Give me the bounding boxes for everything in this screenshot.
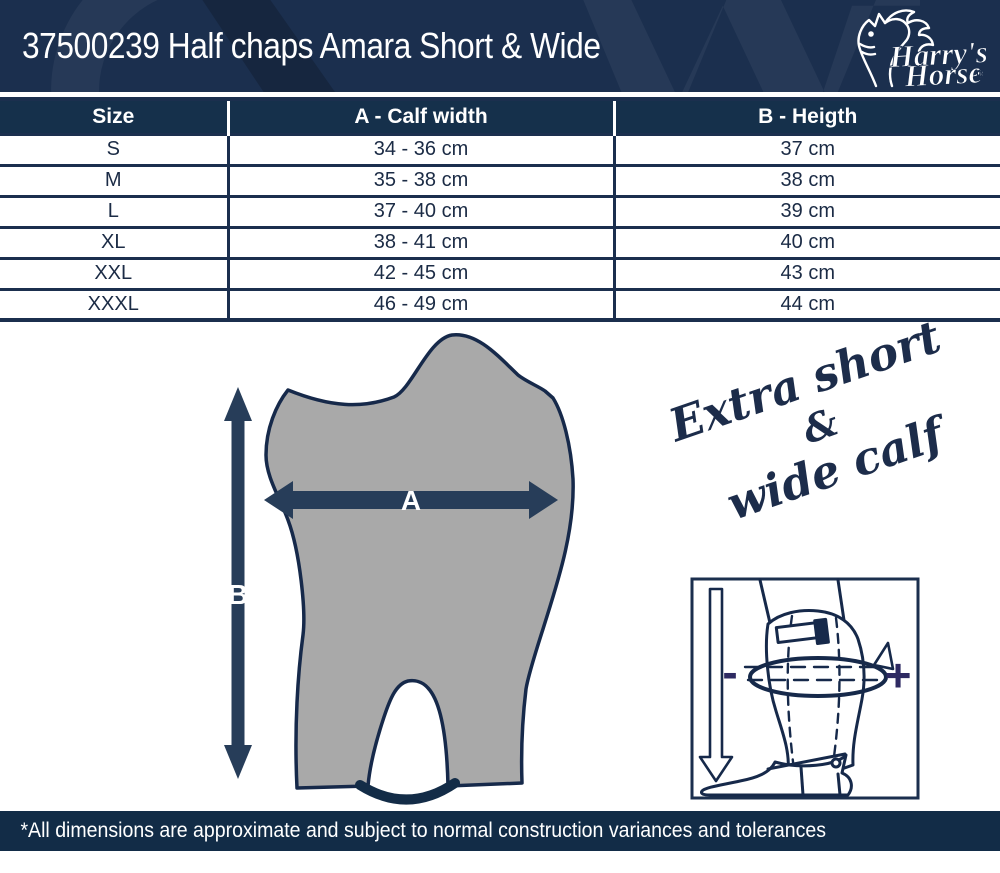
cell-height: 37 cm	[612, 132, 1000, 165]
cell-size: S	[0, 132, 228, 165]
half-chap-silhouette	[264, 333, 575, 790]
table-row: M 35 - 38 cm 38 cm	[0, 163, 1000, 196]
minus-label: -	[722, 646, 737, 698]
plus-label: +	[885, 649, 912, 701]
cell-calf-width: 42 - 45 cm	[226, 256, 614, 289]
cell-height: 38 cm	[612, 163, 1000, 196]
table-row: L 37 - 40 cm 39 cm	[0, 194, 1000, 227]
width-arrow-label: A	[401, 485, 421, 516]
foot-strap	[355, 778, 460, 805]
footer-bar: *All dimensions are approximate and subj…	[0, 811, 1000, 851]
harrys-horse-logo: Harry's Horse ®	[838, 4, 989, 92]
logo-registered-mark: ®	[976, 66, 986, 80]
table-row: S 34 - 36 cm 37 cm	[0, 132, 1000, 165]
logo-text-harrys: Harry's	[888, 34, 988, 74]
cell-size: XXXL	[0, 287, 228, 320]
column-header-calf-width: A - Calf width	[226, 98, 614, 134]
table-row: XXL 42 - 45 cm 43 cm	[0, 256, 1000, 289]
cell-height: 43 cm	[612, 256, 1000, 289]
table-row: XL 38 - 41 cm 40 cm	[0, 225, 1000, 258]
cell-calf-width: 38 - 41 cm	[226, 225, 614, 258]
height-arrow-label: B	[228, 579, 248, 610]
measurement-diagram: B A	[0, 310, 1000, 811]
cell-height: 39 cm	[612, 194, 1000, 227]
cell-size: M	[0, 163, 228, 196]
cell-calf-width: 34 - 36 cm	[226, 132, 614, 165]
logo-text-horse: Horse	[903, 54, 983, 88]
table-header-row: Size A - Calf width B - Heigth	[0, 98, 1000, 134]
cell-size: L	[0, 194, 228, 227]
cell-height: 40 cm	[612, 225, 1000, 258]
shorten-arrow-icon	[698, 587, 734, 783]
banner: 37500239 Half chaps Amara Short & Wide H…	[0, 0, 1000, 92]
cell-calf-width: 46 - 49 cm	[226, 287, 614, 320]
cell-size: XXL	[0, 256, 228, 289]
horse-head-icon	[857, 9, 935, 88]
leg-with-chap-icon	[700, 578, 895, 797]
cell-height: 44 cm	[612, 287, 1000, 320]
cell-calf-width: 35 - 38 cm	[226, 163, 614, 196]
cell-calf-width: 37 - 40 cm	[226, 194, 614, 227]
page-title: 37500239 Half chaps Amara Short & Wide	[22, 25, 601, 66]
column-header-size: Size	[0, 98, 228, 134]
column-header-height: B - Heigth	[612, 98, 1000, 134]
disclaimer-note: *All dimensions are approximate and subj…	[20, 819, 826, 842]
height-arrow	[224, 387, 252, 779]
cell-size: XL	[0, 225, 228, 258]
width-arrow	[264, 481, 558, 519]
adjustment-figure: - +	[690, 577, 920, 800]
size-table: Size A - Calf width B - Heigth S 34 - 36…	[0, 97, 1000, 322]
table-row: XXXL 46 - 49 cm 44 cm	[0, 287, 1000, 320]
